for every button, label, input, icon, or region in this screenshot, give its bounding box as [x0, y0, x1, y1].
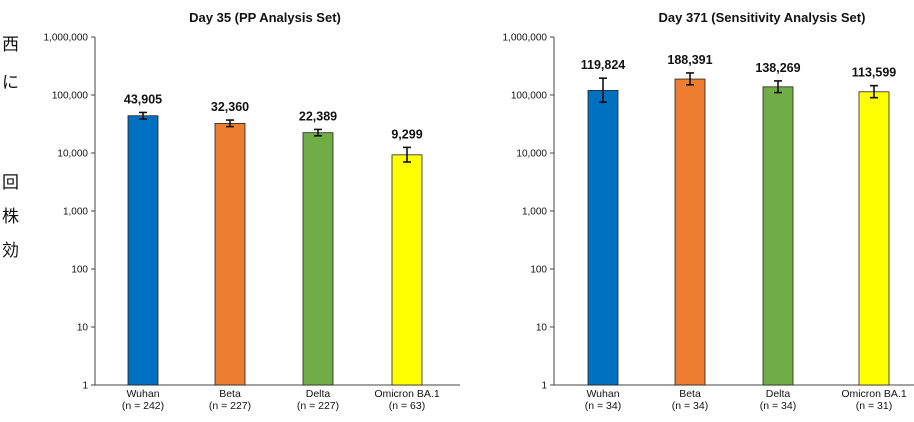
category-label: Delta	[766, 388, 791, 400]
y-tick-label: 1,000	[63, 207, 88, 218]
bar	[302, 132, 334, 386]
sidebar-text: 西に回株効	[0, 0, 30, 422]
sidebar-glyph: 回	[2, 173, 19, 193]
bar	[762, 86, 794, 386]
y-tick-label: 1,000,000	[503, 33, 548, 44]
category-n-label: (n = 242)	[122, 400, 164, 412]
category-n-label: (n = 34)	[760, 400, 796, 412]
category-n-label: (n = 34)	[672, 400, 708, 412]
y-tick-label: 10	[77, 323, 89, 334]
category-n-label: (n = 31)	[856, 400, 892, 412]
category-label: Beta	[679, 388, 701, 400]
category-label: Omicron BA.1	[374, 388, 440, 400]
bar	[391, 154, 423, 386]
y-tick-label: 10,000	[516, 149, 547, 160]
y-tick-label: 10	[536, 323, 548, 334]
category-label: Beta	[219, 388, 241, 400]
sidebar-glyph: に	[2, 73, 19, 93]
data-label: 32,360	[211, 100, 249, 114]
data-label: 43,905	[124, 92, 162, 106]
y-tick-label: 1	[541, 381, 547, 392]
chart-title: Day 371 (Sensitivity Analysis Set)	[659, 10, 866, 25]
data-label: 113,599	[852, 66, 897, 80]
category-n-label: (n = 34)	[585, 400, 621, 412]
sidebar-glyph: 西	[2, 35, 19, 55]
category-label: Wuhan	[126, 388, 159, 400]
y-tick-label: 10,000	[57, 149, 88, 160]
y-tick-label: 100	[71, 265, 88, 276]
y-tick-label: 1,000	[522, 207, 547, 218]
category-label: Wuhan	[586, 388, 619, 400]
data-label: 138,269	[755, 61, 800, 75]
y-tick-label: 1	[82, 381, 88, 392]
category-label: Delta	[306, 388, 331, 400]
data-label: 188,391	[667, 53, 712, 67]
category-n-label: (n = 227)	[209, 400, 251, 412]
category-label: Omicron BA.1	[841, 388, 907, 400]
category-n-label: (n = 227)	[297, 400, 339, 412]
category-n-label: (n = 63)	[389, 400, 425, 412]
sidebar-glyph: 株	[2, 207, 19, 227]
data-label: 119,824	[581, 58, 626, 72]
bar	[214, 123, 246, 386]
y-tick-label: 100	[530, 265, 547, 276]
bar	[127, 115, 159, 386]
y-tick-label: 1,000,000	[44, 33, 89, 44]
bar	[587, 90, 619, 386]
bar	[858, 91, 890, 386]
data-label: 9,299	[391, 127, 422, 141]
data-label: 22,389	[299, 109, 337, 123]
y-tick-label: 100,000	[52, 91, 89, 102]
sidebar-glyph: 効	[2, 241, 19, 261]
bar	[674, 78, 706, 386]
chart-title: Day 35 (PP Analysis Set)	[189, 10, 341, 25]
y-tick-label: 100,000	[511, 91, 548, 102]
